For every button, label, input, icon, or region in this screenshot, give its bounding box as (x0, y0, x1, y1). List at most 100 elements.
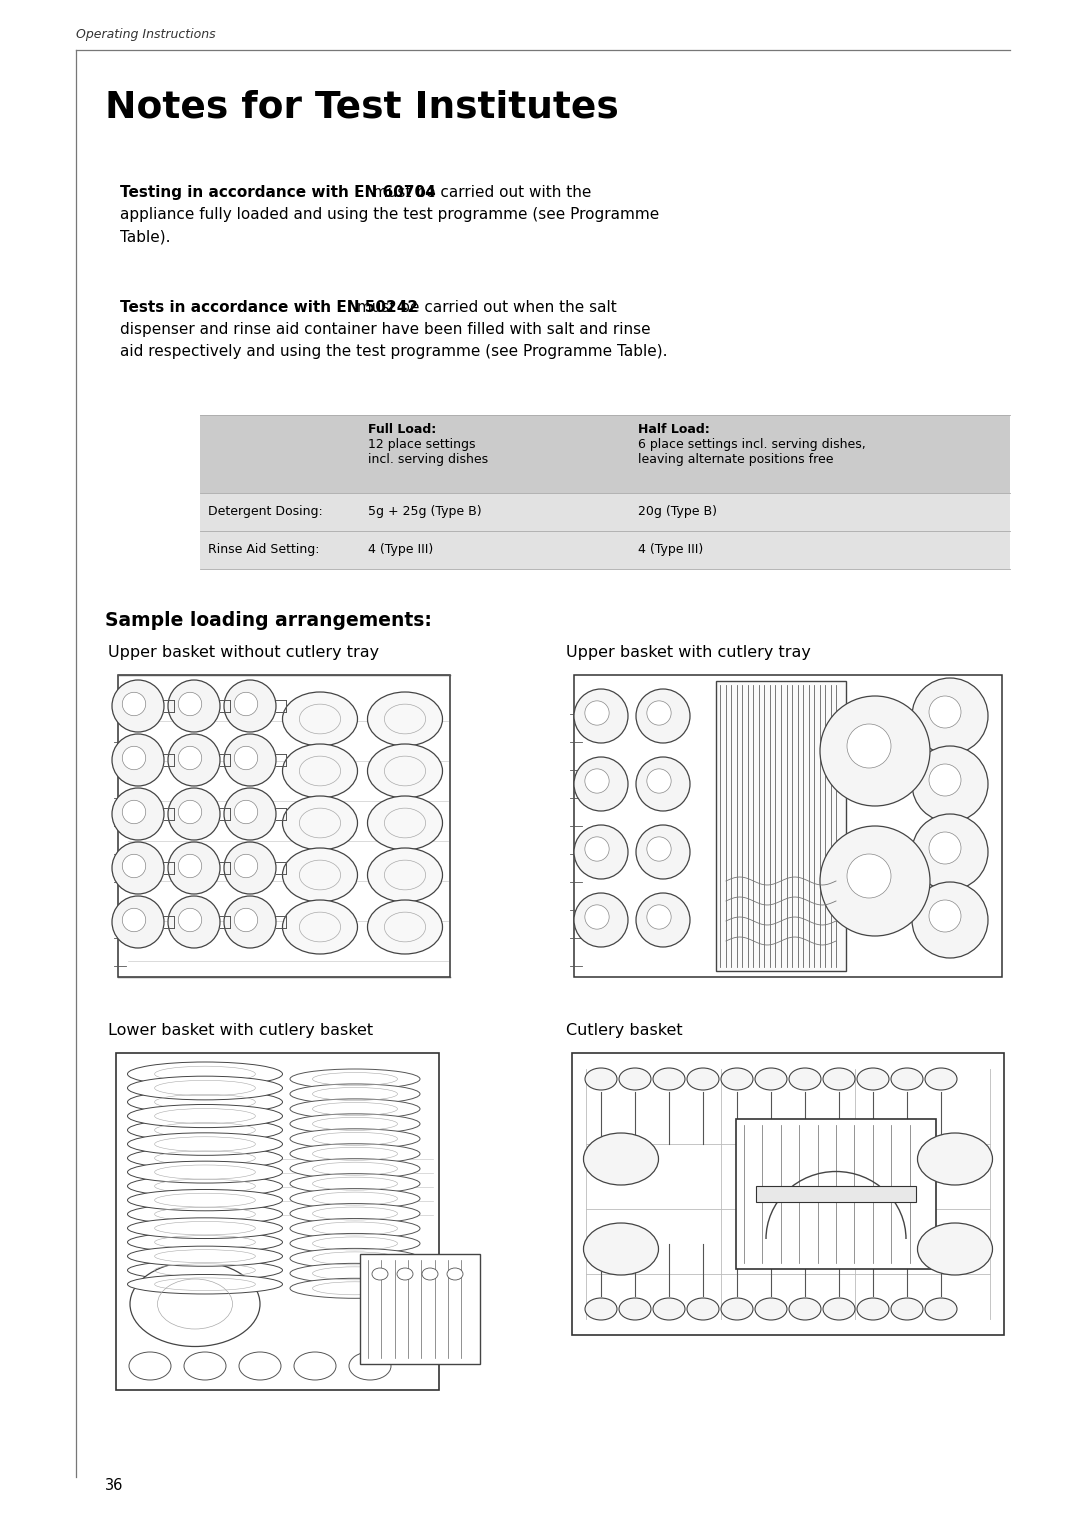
Circle shape (168, 680, 220, 732)
Text: 4 (Type III): 4 (Type III) (638, 543, 703, 557)
Text: aid respectively and using the test programme (see Programme Table).: aid respectively and using the test prog… (120, 344, 667, 359)
Ellipse shape (755, 1067, 787, 1090)
Text: Full Load:: Full Load: (368, 424, 436, 436)
Ellipse shape (129, 1352, 171, 1381)
Text: Notes for Test Institutes: Notes for Test Institutes (105, 90, 619, 125)
Circle shape (573, 893, 627, 946)
Ellipse shape (127, 1176, 283, 1197)
Ellipse shape (918, 1133, 993, 1185)
Ellipse shape (687, 1298, 719, 1320)
Circle shape (647, 905, 671, 930)
Ellipse shape (127, 1133, 283, 1156)
Text: Upper basket without cutlery tray: Upper basket without cutlery tray (108, 645, 379, 661)
Ellipse shape (891, 1067, 923, 1090)
Ellipse shape (619, 1067, 651, 1090)
Ellipse shape (858, 1298, 889, 1320)
Bar (572, 1053, 1004, 1335)
Text: 4 (Type III): 4 (Type III) (368, 543, 433, 557)
Text: must be carried out with the: must be carried out with the (368, 185, 592, 200)
Ellipse shape (291, 1128, 420, 1148)
Circle shape (234, 800, 258, 824)
Ellipse shape (397, 1268, 413, 1280)
Bar (756, 1187, 916, 1202)
Ellipse shape (585, 1067, 617, 1090)
Ellipse shape (367, 797, 443, 850)
Ellipse shape (583, 1133, 659, 1185)
Ellipse shape (891, 1298, 923, 1320)
Circle shape (847, 855, 891, 898)
Ellipse shape (653, 1067, 685, 1090)
Ellipse shape (127, 1161, 283, 1183)
Text: Cutlery basket: Cutlery basket (566, 1023, 683, 1038)
Ellipse shape (349, 1352, 391, 1381)
Circle shape (636, 757, 690, 810)
Text: 20g (Type B): 20g (Type B) (638, 506, 717, 518)
Ellipse shape (924, 1067, 957, 1090)
Text: 12 place settings: 12 place settings (368, 437, 475, 451)
Circle shape (112, 734, 164, 786)
Ellipse shape (291, 1234, 420, 1254)
Ellipse shape (291, 1084, 420, 1104)
Circle shape (168, 734, 220, 786)
Circle shape (224, 896, 276, 948)
Circle shape (820, 696, 930, 806)
Circle shape (122, 800, 146, 824)
Text: Rinse Aid Setting:: Rinse Aid Setting: (208, 543, 320, 557)
Bar (118, 674, 450, 977)
Ellipse shape (184, 1352, 226, 1381)
Circle shape (178, 693, 202, 716)
Ellipse shape (823, 1298, 855, 1320)
Ellipse shape (291, 1069, 420, 1089)
Circle shape (234, 746, 258, 769)
Circle shape (847, 725, 891, 768)
Circle shape (573, 690, 627, 743)
Ellipse shape (127, 1090, 283, 1113)
Ellipse shape (585, 1298, 617, 1320)
Text: Tests in accordance with EN 50242: Tests in accordance with EN 50242 (120, 300, 418, 315)
Ellipse shape (239, 1352, 281, 1381)
Ellipse shape (372, 1268, 388, 1280)
Ellipse shape (291, 1263, 420, 1283)
Circle shape (636, 826, 690, 879)
Ellipse shape (367, 901, 443, 954)
Ellipse shape (127, 1217, 283, 1238)
Bar (116, 1053, 438, 1390)
Circle shape (585, 769, 609, 794)
Circle shape (112, 842, 164, 894)
Circle shape (178, 746, 202, 769)
Ellipse shape (291, 1174, 420, 1194)
Ellipse shape (367, 745, 443, 798)
Circle shape (585, 700, 609, 725)
Circle shape (112, 680, 164, 732)
Circle shape (112, 787, 164, 839)
Text: Detergent Dosing:: Detergent Dosing: (208, 506, 323, 518)
Ellipse shape (283, 693, 357, 746)
Bar (200, 531, 1010, 569)
Ellipse shape (619, 1298, 651, 1320)
Bar (200, 492, 1010, 531)
Bar (716, 680, 846, 971)
Circle shape (122, 855, 146, 878)
Circle shape (234, 693, 258, 716)
Ellipse shape (291, 1248, 420, 1269)
Circle shape (929, 764, 961, 797)
Bar (200, 414, 1010, 492)
Bar (360, 1254, 480, 1364)
Ellipse shape (127, 1076, 283, 1099)
Ellipse shape (687, 1067, 719, 1090)
Circle shape (585, 836, 609, 861)
Circle shape (912, 677, 988, 754)
Text: Testing in accordance with EN 60704: Testing in accordance with EN 60704 (120, 185, 435, 200)
Ellipse shape (283, 745, 357, 798)
Text: leaving alternate positions free: leaving alternate positions free (638, 453, 834, 466)
Text: Lower basket with cutlery basket: Lower basket with cutlery basket (108, 1023, 373, 1038)
Text: dispenser and rinse aid container have been filled with salt and rinse: dispenser and rinse aid container have b… (120, 323, 650, 336)
Ellipse shape (367, 849, 443, 902)
Circle shape (585, 905, 609, 930)
Ellipse shape (291, 1188, 420, 1208)
Ellipse shape (721, 1067, 753, 1090)
Ellipse shape (721, 1298, 753, 1320)
Ellipse shape (294, 1352, 336, 1381)
Ellipse shape (127, 1275, 283, 1294)
Circle shape (820, 826, 930, 936)
